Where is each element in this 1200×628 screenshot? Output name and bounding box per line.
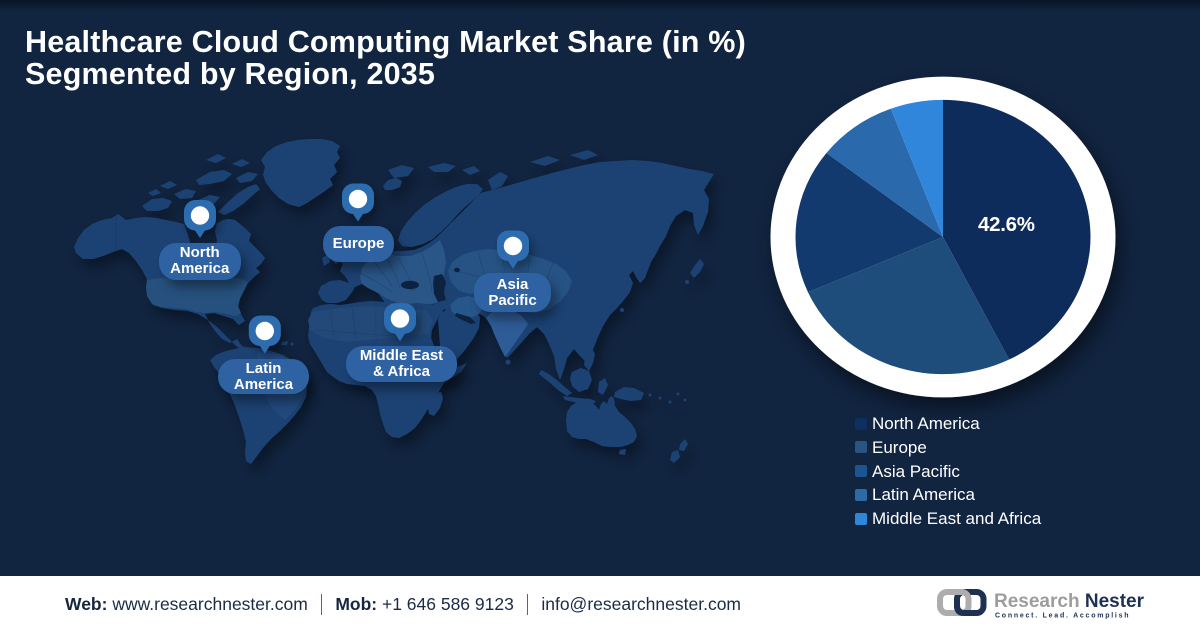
svg-text:Research Nester: Research Nester: [994, 591, 1145, 612]
svg-text:Connect. Lead. Accomplish: Connect. Lead. Accomplish: [995, 613, 1130, 620]
